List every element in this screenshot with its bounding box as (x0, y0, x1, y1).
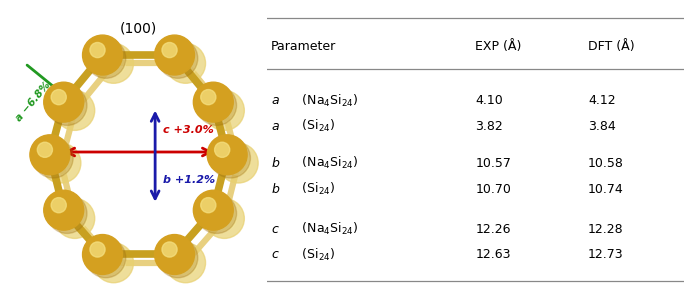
Circle shape (197, 85, 237, 126)
Circle shape (211, 138, 250, 178)
Circle shape (207, 135, 247, 175)
Circle shape (194, 82, 233, 122)
Circle shape (86, 38, 126, 78)
Circle shape (47, 85, 87, 126)
Circle shape (63, 206, 87, 230)
Circle shape (49, 151, 73, 175)
Circle shape (63, 98, 87, 123)
Circle shape (166, 43, 206, 83)
Circle shape (205, 91, 244, 130)
Circle shape (44, 190, 83, 230)
Text: (Na$_4$Si$_{24}$): (Na$_4$Si$_{24}$) (298, 92, 359, 109)
Text: $c$: $c$ (271, 248, 280, 261)
Text: 10.74: 10.74 (588, 183, 624, 196)
Text: $b$: $b$ (271, 157, 280, 171)
Text: DFT (Å): DFT (Å) (588, 40, 635, 53)
Text: (Si$_{24}$): (Si$_{24}$) (298, 181, 336, 197)
Circle shape (155, 35, 194, 75)
Text: 12.28: 12.28 (588, 223, 624, 236)
Circle shape (226, 151, 250, 175)
Text: 10.57: 10.57 (475, 157, 511, 170)
Circle shape (34, 138, 73, 178)
Text: (Na$_4$Si$_{24}$): (Na$_4$Si$_{24}$) (298, 221, 359, 237)
Circle shape (86, 238, 126, 278)
Circle shape (197, 194, 237, 233)
Text: Parameter: Parameter (271, 40, 336, 53)
Text: 12.63: 12.63 (475, 248, 511, 261)
Circle shape (51, 90, 66, 105)
Circle shape (200, 198, 216, 213)
Circle shape (90, 43, 105, 58)
Circle shape (215, 142, 230, 157)
Text: $c$: $c$ (271, 223, 280, 236)
Text: (Si$_{24}$): (Si$_{24}$) (298, 247, 336, 263)
Circle shape (166, 243, 206, 283)
Circle shape (55, 199, 95, 238)
Circle shape (83, 35, 122, 75)
Text: 10.58: 10.58 (588, 157, 624, 170)
Circle shape (44, 82, 83, 122)
Circle shape (213, 206, 237, 230)
Circle shape (155, 235, 194, 275)
Text: (100): (100) (120, 22, 157, 36)
Circle shape (162, 43, 177, 58)
Circle shape (51, 198, 66, 213)
Circle shape (90, 242, 105, 257)
Text: EXP (Å): EXP (Å) (475, 40, 522, 53)
Circle shape (158, 38, 198, 78)
Text: 10.70: 10.70 (475, 183, 511, 196)
Text: a −6.8%: a −6.8% (14, 80, 53, 123)
Text: 3.82: 3.82 (475, 120, 503, 133)
Text: (Na$_4$Si$_{24}$): (Na$_4$Si$_{24}$) (298, 155, 359, 171)
Text: (Si$_{24}$): (Si$_{24}$) (298, 118, 336, 134)
Circle shape (158, 238, 198, 278)
Text: $b$: $b$ (271, 182, 280, 196)
Text: b +1.2%: b +1.2% (163, 175, 215, 185)
Text: c +3.0%: c +3.0% (163, 125, 213, 135)
Circle shape (38, 142, 53, 157)
Text: $a$: $a$ (271, 120, 280, 133)
Circle shape (47, 194, 87, 233)
Circle shape (83, 235, 122, 275)
Text: 4.10: 4.10 (475, 94, 503, 107)
Text: $a$: $a$ (271, 94, 280, 107)
Circle shape (205, 199, 244, 238)
Circle shape (200, 90, 216, 105)
Circle shape (94, 243, 133, 283)
Text: 12.26: 12.26 (475, 223, 511, 236)
Circle shape (213, 98, 237, 123)
Circle shape (174, 51, 198, 75)
Circle shape (194, 190, 233, 230)
Text: 3.84: 3.84 (588, 120, 616, 133)
Circle shape (94, 43, 133, 83)
Circle shape (162, 242, 177, 257)
Circle shape (41, 143, 81, 183)
Circle shape (102, 251, 126, 275)
Circle shape (102, 51, 126, 75)
Circle shape (55, 91, 95, 130)
Circle shape (30, 135, 70, 175)
Text: 12.73: 12.73 (588, 248, 624, 261)
Text: 4.12: 4.12 (588, 94, 616, 107)
Circle shape (218, 143, 258, 183)
Circle shape (174, 251, 198, 275)
